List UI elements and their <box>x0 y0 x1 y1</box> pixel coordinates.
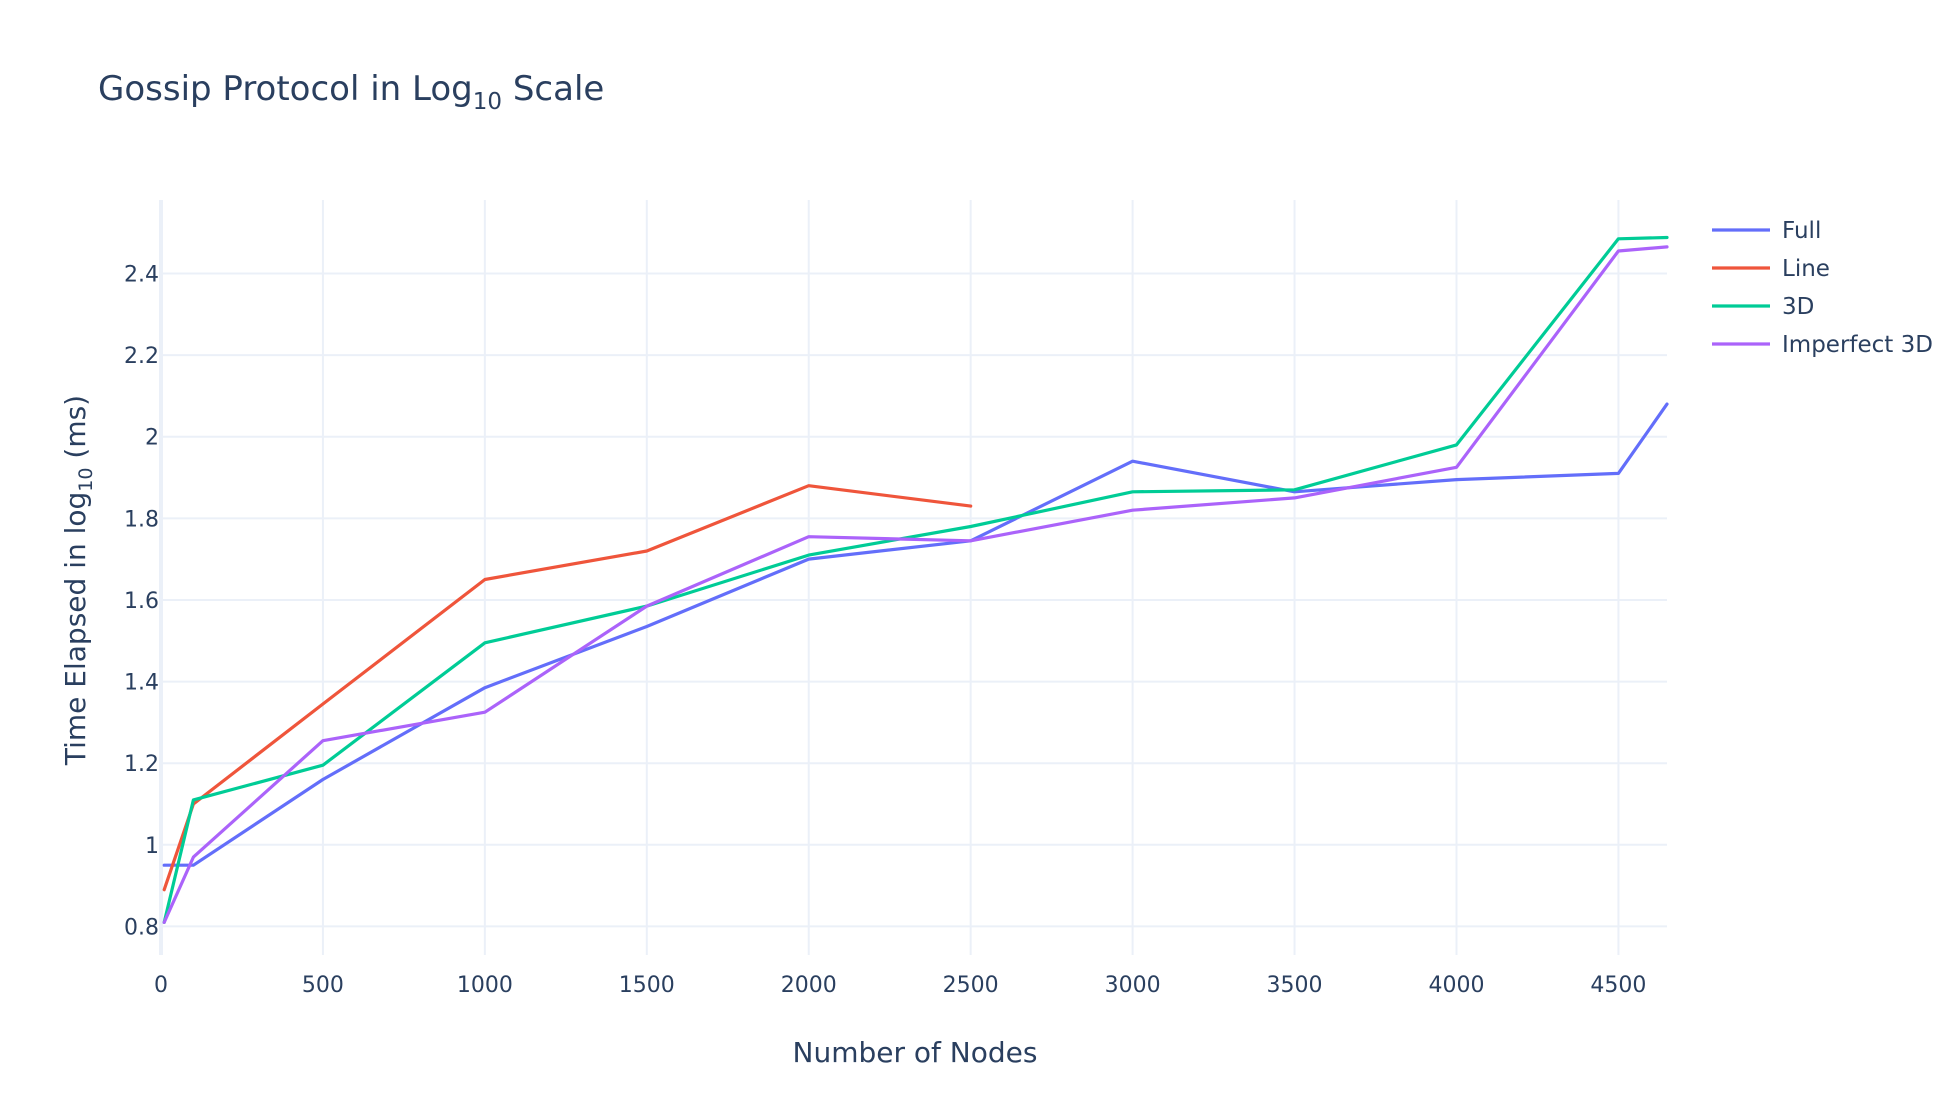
x-tick-label: 2500 <box>943 973 999 998</box>
x-tick-label: 4000 <box>1428 973 1484 998</box>
y-tick-label: 1.6 <box>124 589 159 614</box>
legend-label-full: Full <box>1782 218 1821 244</box>
y-tick-label: 1.2 <box>124 752 159 777</box>
x-tick-label: 1500 <box>619 973 675 998</box>
x-tick-label: 500 <box>302 973 344 998</box>
y-tick-labels: 0.8 1 1.2 1.4 1.6 1.8 2 2.2 2.4 <box>124 262 159 940</box>
x-tick-labels: 0 500 1000 1500 2000 2500 3000 3500 4000 4500 <box>154 973 1646 998</box>
x-tick-label: 3000 <box>1105 973 1161 998</box>
x-tick-label: 2000 <box>781 973 837 998</box>
legend-label-line: Line <box>1782 256 1830 282</box>
legend-label-3d: 3D <box>1782 294 1814 320</box>
series-line-full <box>162 402 1669 867</box>
y-axis-title: Time Elapsed in log10 (ms) <box>59 395 97 766</box>
x-tick-label: 1000 <box>457 973 513 998</box>
y-tick-label: 2 <box>145 426 159 451</box>
x-axis-title: Number of Nodes <box>793 1036 1038 1069</box>
x-tick-label: 0 <box>154 973 168 998</box>
legend: Full Line 3D Imperfect 3D <box>1712 218 1933 358</box>
y-tick-label: 2.4 <box>124 262 159 287</box>
x-tick-label: 3500 <box>1267 973 1323 998</box>
y-tick-label: 1 <box>145 834 159 859</box>
y-tick-label: 2.2 <box>124 344 159 369</box>
legend-label-imperfect-3d: Imperfect 3D <box>1782 332 1933 358</box>
grid-lines <box>161 200 1667 955</box>
y-tick-label: 0.8 <box>124 915 159 940</box>
y-tick-label: 1.4 <box>124 671 159 696</box>
y-tick-label: 1.8 <box>124 507 159 532</box>
data-series <box>162 235 1669 925</box>
series-line-imperfect-3d <box>162 245 1669 925</box>
series-line-3d <box>162 235 1669 925</box>
x-tick-label: 4500 <box>1590 973 1646 998</box>
chart-title: Gossip Protocol in Log10 Scale <box>98 69 604 115</box>
